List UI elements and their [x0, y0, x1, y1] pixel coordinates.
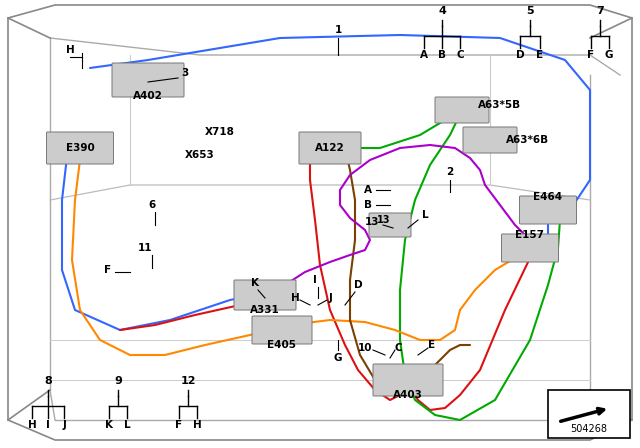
Text: C: C: [456, 50, 464, 60]
Text: E: E: [428, 340, 436, 350]
Text: E464: E464: [533, 192, 563, 202]
Text: E390: E390: [66, 143, 94, 153]
Text: I: I: [46, 420, 50, 430]
FancyBboxPatch shape: [252, 316, 312, 344]
Text: J: J: [328, 293, 332, 303]
Text: K: K: [251, 278, 259, 288]
Text: D: D: [354, 280, 362, 290]
FancyBboxPatch shape: [234, 280, 296, 310]
FancyBboxPatch shape: [369, 213, 411, 237]
Text: 5: 5: [526, 6, 534, 16]
Text: 7: 7: [596, 6, 604, 16]
FancyBboxPatch shape: [502, 234, 559, 262]
Text: G: G: [333, 353, 342, 363]
Text: 10: 10: [358, 343, 372, 353]
Text: K: K: [105, 420, 113, 430]
Text: 3: 3: [181, 68, 189, 78]
Text: A63*6B: A63*6B: [506, 135, 550, 145]
Text: A122: A122: [315, 143, 345, 153]
FancyBboxPatch shape: [299, 132, 361, 164]
Text: H: H: [291, 293, 300, 303]
Text: E: E: [536, 50, 543, 60]
Text: H: H: [28, 420, 36, 430]
Text: 9: 9: [114, 376, 122, 386]
Text: 2: 2: [446, 167, 454, 177]
FancyBboxPatch shape: [373, 364, 443, 396]
Text: J: J: [62, 420, 66, 430]
Text: I: I: [313, 275, 317, 285]
FancyBboxPatch shape: [463, 127, 517, 153]
FancyBboxPatch shape: [520, 196, 577, 224]
Text: 6: 6: [148, 200, 156, 210]
Text: 4: 4: [438, 6, 446, 16]
Text: 13: 13: [365, 217, 380, 227]
Text: A: A: [364, 185, 372, 195]
Text: E157: E157: [515, 230, 545, 240]
Text: G: G: [605, 50, 613, 60]
Text: A402: A402: [133, 91, 163, 101]
Text: 8: 8: [44, 376, 52, 386]
Bar: [548, 390, 630, 438]
Text: A: A: [420, 50, 428, 60]
Text: H: H: [193, 420, 202, 430]
Text: X718: X718: [205, 127, 235, 137]
Text: L: L: [422, 210, 428, 220]
Text: F: F: [104, 265, 111, 275]
FancyBboxPatch shape: [47, 132, 113, 164]
FancyBboxPatch shape: [112, 63, 184, 97]
Text: F: F: [175, 420, 182, 430]
Text: B: B: [364, 200, 372, 210]
Text: 1: 1: [334, 25, 342, 35]
Text: F: F: [588, 50, 595, 60]
Text: 504268: 504268: [570, 424, 607, 434]
Text: A331: A331: [250, 305, 280, 315]
Text: L: L: [124, 420, 131, 430]
Text: C: C: [394, 343, 402, 353]
Text: D: D: [516, 50, 524, 60]
FancyBboxPatch shape: [435, 97, 489, 123]
Text: 13: 13: [376, 215, 390, 225]
Text: X653: X653: [185, 150, 215, 160]
Text: A63*5B: A63*5B: [479, 100, 522, 110]
Text: H: H: [66, 45, 74, 55]
Text: 12: 12: [180, 376, 196, 386]
Text: B: B: [438, 50, 446, 60]
Text: E405: E405: [268, 340, 296, 350]
Text: 11: 11: [138, 243, 152, 253]
Text: A403: A403: [393, 390, 423, 400]
